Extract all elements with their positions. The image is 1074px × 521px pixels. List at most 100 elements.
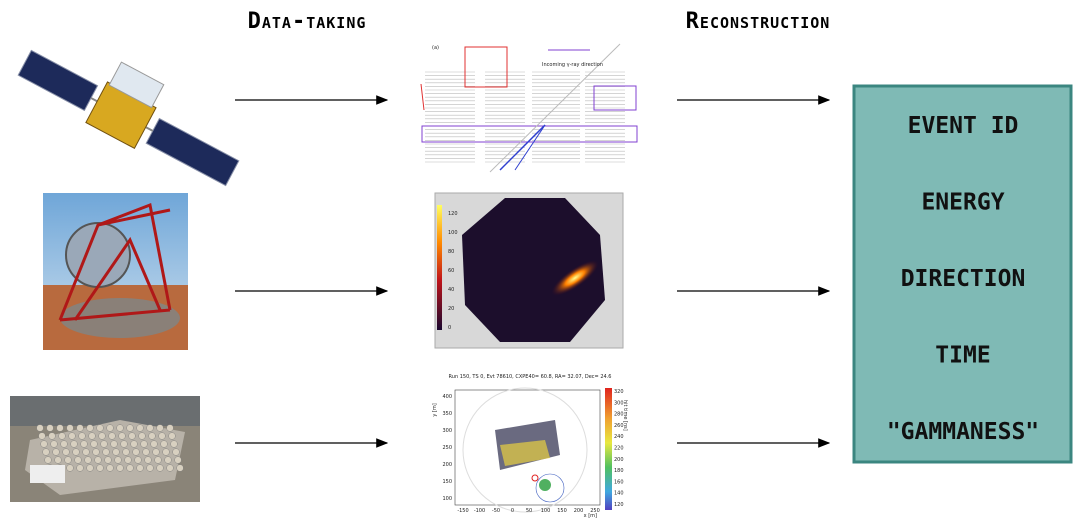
colorbar-tick-label: 120 [448, 211, 458, 217]
tank [98, 432, 106, 440]
x-tick-label: -100 [474, 508, 485, 514]
tank [106, 424, 114, 432]
x-tick-label: 100 [541, 508, 551, 514]
colorbar-tick-label: 0 [448, 325, 451, 331]
tank [108, 432, 116, 440]
tank [96, 424, 104, 432]
tank [72, 448, 80, 456]
tank [52, 448, 60, 456]
tank [56, 424, 64, 432]
tank [80, 440, 88, 448]
x-tick-label: 200 [574, 508, 584, 514]
camera-image: 120 100 80 60 40 20 0 [434, 192, 624, 349]
tank [158, 432, 166, 440]
tank [116, 424, 124, 432]
tank [106, 464, 114, 472]
left-title: Data-taking [248, 9, 367, 34]
tank [58, 432, 66, 440]
result-item: EVENT ID [908, 113, 1019, 139]
result-item: "GAMMANESS" [887, 419, 1039, 445]
tank [44, 456, 52, 464]
tank [126, 424, 134, 432]
tank [124, 456, 132, 464]
y-tick-label: 200 [442, 462, 452, 468]
result-item: ENERGY [921, 190, 1004, 216]
tank [74, 456, 82, 464]
tank [116, 464, 124, 472]
tank [46, 424, 54, 432]
tank [142, 448, 150, 456]
tank [118, 432, 126, 440]
tank [82, 448, 90, 456]
tank [140, 440, 148, 448]
x-tick-label: 150 [557, 508, 567, 514]
tank [62, 448, 70, 456]
tank [156, 464, 164, 472]
colorbar-tick-label: 120 [614, 502, 624, 508]
tank [144, 456, 152, 464]
y-tick-label: 150 [442, 479, 452, 485]
colorbar-tick-label: 40 [448, 287, 454, 293]
tank [110, 440, 118, 448]
array-event: Run 150, TS 0, Evt 78610, CXPE40= 60.8, … [432, 374, 628, 519]
colorbar-tick-label: 200 [614, 457, 624, 463]
tank [92, 448, 100, 456]
colorbar-tick-label: 60 [448, 268, 454, 274]
tank [156, 424, 164, 432]
tank [146, 424, 154, 432]
array-image [10, 396, 200, 502]
colorbar-tick-label: 180 [614, 468, 624, 474]
tank [94, 456, 102, 464]
tank [64, 456, 72, 464]
plot-title: Run 150, TS 0, Evt 78610, CXPE40= 60.8, … [449, 374, 612, 380]
x-axis-label: x [m] [584, 513, 597, 519]
tank [132, 448, 140, 456]
tank [136, 464, 144, 472]
x-tick-label: -50 [492, 508, 500, 514]
colorbar-tick-label: 220 [614, 446, 624, 452]
tank [166, 464, 174, 472]
y-tick-label: 100 [442, 496, 452, 502]
tank [84, 456, 92, 464]
tank [168, 432, 176, 440]
tank [150, 440, 158, 448]
colorbar-tick-label: 20 [448, 306, 454, 312]
tank [104, 456, 112, 464]
x-tick-label: 0 [511, 508, 514, 514]
result-item: DIRECTION [901, 266, 1026, 292]
tank [68, 432, 76, 440]
y-tick-label: 400 [442, 394, 452, 400]
tank [38, 432, 46, 440]
panel-label: (a) [432, 45, 439, 51]
tank [176, 464, 184, 472]
x-tick-label: 250 [590, 508, 600, 514]
tank [166, 424, 174, 432]
tank [122, 448, 130, 456]
tank [66, 424, 74, 432]
colorbar-tick-label: 80 [448, 249, 454, 255]
tank [128, 432, 136, 440]
y-tick-label: 300 [442, 428, 452, 434]
tank [70, 440, 78, 448]
y-axis-label: y [m] [432, 403, 438, 416]
tank [172, 448, 180, 456]
arrows [235, 95, 831, 448]
x-tick-label: 50 [526, 508, 532, 514]
tank [48, 432, 56, 440]
tank [90, 440, 98, 448]
colorbar-tick-label: 300 [614, 400, 624, 406]
colorbar-tick-label: 240 [614, 434, 624, 440]
tank [120, 440, 128, 448]
tank [130, 440, 138, 448]
tank [170, 440, 178, 448]
tank [102, 448, 110, 456]
tank [50, 440, 58, 448]
tank [66, 464, 74, 472]
tank [174, 456, 182, 464]
tank [126, 464, 134, 472]
panel-caption: Incoming γ-ray direction [542, 62, 603, 68]
colorbar-tick-label: 260 [614, 423, 624, 429]
tank [86, 424, 94, 432]
colorbar-tick-label: 140 [614, 491, 624, 497]
